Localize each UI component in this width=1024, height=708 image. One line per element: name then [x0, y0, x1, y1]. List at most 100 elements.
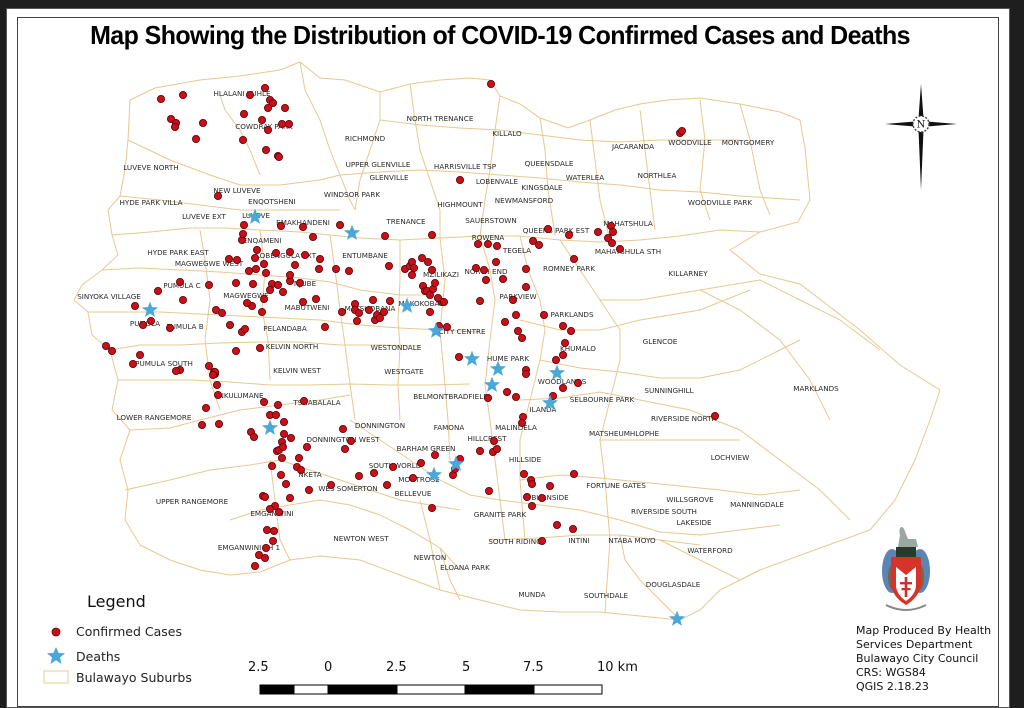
confirmed-case-point [156, 95, 165, 104]
map-layout-frame [6, 8, 1010, 708]
confirmed-case-point [298, 222, 307, 231]
confirmed-case-point [522, 282, 531, 291]
suburb-label: MONTGOMERY [722, 138, 775, 147]
death-point [447, 455, 465, 471]
suburb-label: HUME PARK [487, 354, 529, 363]
confirmed-case-point [261, 268, 270, 277]
scale-segment-4 [396, 684, 466, 695]
confirmed-case-point [502, 387, 511, 396]
suburb-label: SOUTHDALE [584, 591, 629, 600]
suburb-label: LOCHVIEW [711, 453, 750, 462]
suburb-label: ILANDA [530, 405, 557, 414]
confirmed-case-point [523, 492, 532, 501]
suburb-label: MABUTWENI [285, 303, 330, 312]
confirmed-case-point [295, 278, 304, 287]
legend-label: Bulawayo Suburbs [76, 669, 192, 685]
confirmed-case-point [201, 403, 210, 412]
confirmed-case-point [498, 274, 507, 283]
confirmed-case-point [346, 436, 355, 445]
confirmed-case-point [251, 264, 260, 273]
confirmed-case-point [263, 104, 272, 113]
suburb-label: CITY CENTRE [438, 327, 486, 336]
suburb-label: NEW LUVEVE [213, 186, 261, 195]
confirmed-case-point [257, 116, 266, 125]
confirmed-case-point [274, 152, 283, 161]
confirmed-case-point [276, 470, 285, 479]
confirmed-case-point [384, 261, 393, 270]
confirmed-case-point [198, 119, 207, 128]
confirmed-case-point [304, 485, 313, 494]
confirmed-case-point [320, 322, 329, 331]
suburb-label: UPPER RANGEMORE [156, 497, 229, 506]
confirmed-case-point [483, 239, 492, 248]
confirmed-case-point [500, 317, 509, 326]
confirmed-case-point [250, 253, 259, 262]
confirmed-case-point [165, 323, 174, 332]
confirmed-case-point [265, 285, 274, 294]
suburb-label: PUMULA SOUTH [135, 359, 193, 368]
suburb-label: KILLALO [492, 129, 522, 138]
scale-segment-3 [327, 684, 398, 695]
confirmed-case-point [546, 481, 555, 490]
suburb-label: BELMONTBRADFIELD [413, 392, 489, 401]
scale-label: 2.5 [248, 660, 269, 675]
confirmed-case-point [213, 191, 222, 200]
confirmed-case-point [279, 417, 288, 426]
legend-item-deaths: Deaths [42, 646, 120, 666]
confirmed-case-point [486, 80, 495, 89]
confirmed-case-point [102, 341, 111, 350]
credit-line: Bulawayo City Council [856, 652, 979, 665]
suburb-label: WES SOMERTON [318, 484, 377, 493]
confirmed-case-point [475, 446, 484, 455]
compass-west-ray [885, 121, 915, 127]
confirmed-case-point [454, 352, 463, 361]
suburb-label: LAKESIDE [676, 518, 712, 527]
confirmed-case-point [385, 296, 394, 305]
confirmed-case-point [433, 293, 442, 302]
confirmed-case-point [559, 350, 568, 359]
confirmed-case-point [473, 239, 482, 248]
confirmed-case-point [178, 91, 187, 100]
confirmed-case-point [567, 326, 576, 335]
confirmed-case-point [514, 326, 523, 335]
confirmed-case-point [616, 244, 625, 253]
confirmed-case-point [427, 265, 436, 274]
confirmed-case-point [559, 383, 568, 392]
confirmed-case-point [268, 537, 277, 546]
confirmed-case-point [260, 84, 269, 93]
confirmed-case-point [286, 433, 295, 442]
confirmed-case-point [257, 307, 266, 316]
suburb-label: HYDE PARK EAST [147, 248, 209, 257]
suburb-label: GRANITE PARK [474, 510, 527, 519]
confirmed-case-point [278, 442, 287, 451]
confirmed-case-point [483, 393, 492, 402]
suburb-label: NEWTON WEST [333, 534, 389, 543]
compass-rose-icon [912, 115, 930, 133]
legend-label: Confirmed Cases [76, 624, 182, 639]
confirmed-case-point [271, 410, 280, 419]
suburb-label: FORTUNE GATES [586, 481, 646, 490]
confirmed-case-point [408, 473, 417, 482]
confirmed-case-point [609, 227, 618, 236]
confirmed-case-point [214, 419, 223, 428]
confirmed-case-point [518, 418, 527, 427]
suburb-label: PUMULA C [163, 281, 200, 290]
suburb-label: LOBENVALE [476, 177, 519, 186]
suburb-label: PARKLANDS [550, 310, 593, 319]
confirmed-case-point [540, 310, 549, 319]
suburb-label: MALINDELA [495, 423, 537, 432]
confirmed-case-point [204, 361, 213, 370]
confirmed-case-point [296, 465, 305, 474]
confirmed-case-point [135, 350, 144, 359]
confirmed-case-point [267, 461, 276, 470]
confirmed-case-point [217, 308, 226, 317]
confirmed-case-point [594, 227, 603, 236]
scale-segment-5 [464, 684, 535, 695]
legend-label: Deaths [76, 648, 121, 664]
suburb-label: NEWMANSFORD [495, 196, 554, 205]
suburb-label: WATERFORD [687, 546, 733, 555]
suburb-labels: HLALANI KUHLE COWDRAY PARK LUVEVE NORTH NEW… [77, 89, 839, 600]
confirmed-case-point [308, 232, 317, 241]
confirmed-case-point [326, 480, 335, 489]
